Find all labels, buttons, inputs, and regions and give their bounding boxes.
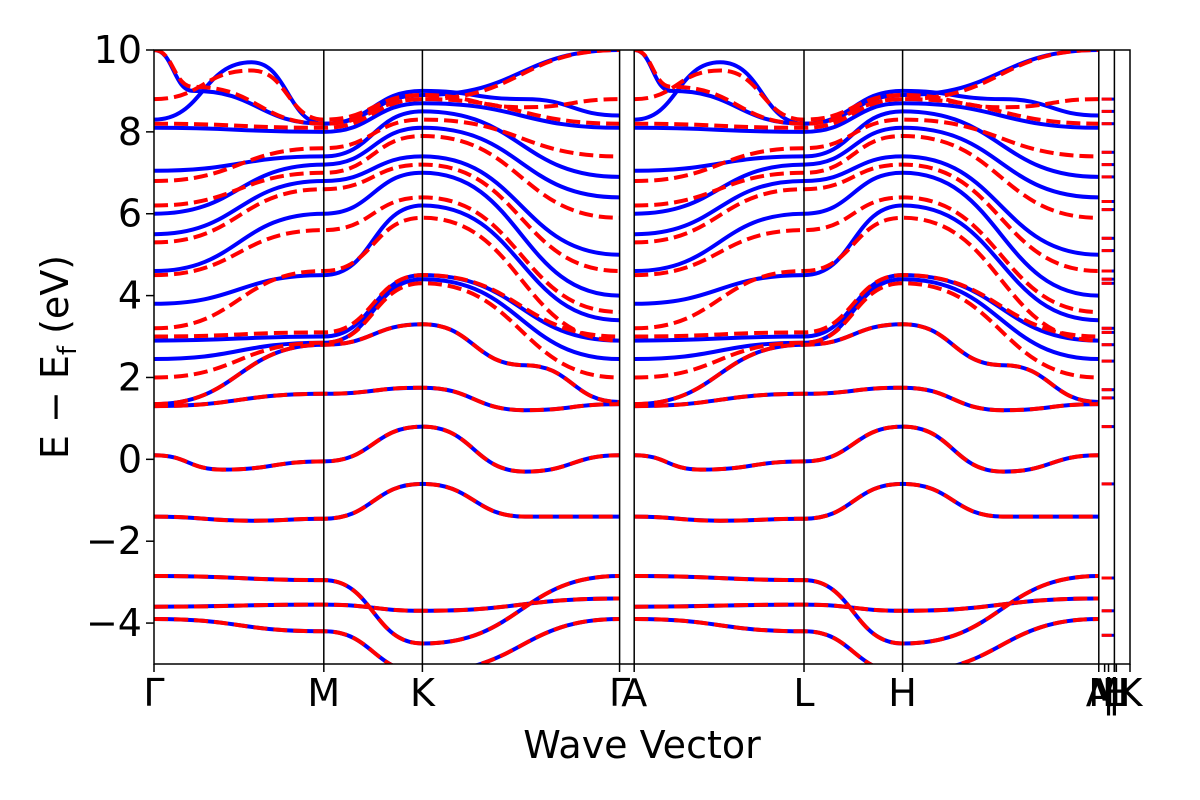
kpoint-label-5: L [793, 671, 814, 715]
solid-band-line-16 [154, 50, 620, 126]
kpoint-label-8: L [1104, 671, 1125, 715]
bands-layer [154, 50, 1115, 664]
dashed-band-line-29 [634, 133, 1099, 220]
y-axis-title-unit: (eV) [33, 255, 77, 346]
dashed-band-line-21 [634, 424, 1099, 474]
kpoint-label-4: A [621, 671, 647, 715]
solid-band-line-31 [634, 101, 1099, 134]
solid-band-line-27 [634, 170, 1099, 298]
kpoint-label-0: Γ [143, 671, 164, 715]
dashed-band-line-0 [154, 617, 620, 664]
dashed-band-line-33 [633, 50, 1099, 126]
y-axis-title: E − Ef (eV) [33, 255, 83, 459]
dashed-band-line-10 [154, 195, 620, 314]
dashed-band-line-6 [154, 322, 620, 407]
dashed-band-line-3 [154, 481, 620, 523]
dashed-band-line-15 [154, 68, 620, 122]
dashed-band-line-12 [154, 133, 620, 220]
solid-band-line-26 [634, 203, 1099, 323]
dashed-band-line-28 [634, 162, 1099, 273]
kpoint-label-7: A [1086, 671, 1112, 715]
y-tick-label-5: 6 [118, 192, 142, 236]
y-tick-label-2: 0 [118, 437, 142, 481]
plot-frame [153, 49, 1131, 665]
kpoint-label-12: | [1108, 671, 1121, 716]
dashed-band-line-18 [634, 596, 1099, 613]
solid-band-line-10 [154, 170, 620, 298]
dashed-band-line-23 [634, 322, 1099, 407]
solid-band-line-9 [154, 203, 620, 323]
dashed-band-line-30 [634, 117, 1099, 183]
solid-band-line-14 [154, 101, 620, 134]
kpoint-label-1: M [307, 671, 340, 715]
dashed-band-line-9 [154, 215, 620, 343]
kpath-divider-layer [323, 50, 1116, 664]
y-tick-label-4: 4 [118, 274, 142, 318]
dashed-band-line-32 [634, 68, 1099, 122]
dashed-band-line-20 [634, 481, 1099, 523]
solid-band-line-28 [634, 154, 1099, 257]
y-tick-label-1: −2 [86, 519, 142, 563]
kpoint-label-11: | [1102, 671, 1115, 716]
dashed-band-line-2 [154, 574, 620, 646]
y-tick-layer: −4 −2 0 2 4 6 8 10 [86, 28, 154, 645]
dashed-band-line-8 [154, 273, 620, 339]
y-tick-label-3: 2 [118, 355, 142, 399]
dashed-band-line-16 [154, 50, 620, 126]
dashed-band-line-13 [154, 117, 620, 183]
y-axis-title-subscript: f [53, 345, 83, 355]
kpoint-label-2: K [410, 671, 436, 715]
y-axis-title-main: E − E [33, 355, 77, 459]
kpoint-label-6: H [888, 671, 917, 715]
solid-band-line-11 [154, 154, 620, 257]
dashed-band-line-26 [634, 215, 1099, 343]
dashed-band-line-24 [634, 281, 1099, 380]
y-tick-label-6: 8 [118, 110, 142, 154]
kpoint-label-3: Γ [609, 671, 630, 715]
dashed-band-line-7 [154, 281, 620, 380]
dashed-band-line-27 [634, 195, 1099, 314]
x-axis-title: Wave Vector [523, 723, 761, 767]
y-tick-label-7: 10 [94, 28, 142, 72]
dashed-band-line-17 [634, 617, 1099, 664]
dashed-band-line-4 [154, 424, 620, 474]
solid-band-line-33 [633, 50, 1099, 126]
kpoint-label-13: K [1118, 671, 1144, 715]
y-tick-label-0: −4 [86, 601, 142, 645]
dashed-band-line-1 [154, 596, 620, 613]
kpoint-label-10: H [1102, 671, 1131, 715]
dashed-band-line-19 [634, 574, 1099, 646]
dashed-band-line-25 [634, 273, 1099, 339]
kpoint-label-9: M [1088, 671, 1121, 715]
dashed-band-line-11 [154, 162, 620, 273]
